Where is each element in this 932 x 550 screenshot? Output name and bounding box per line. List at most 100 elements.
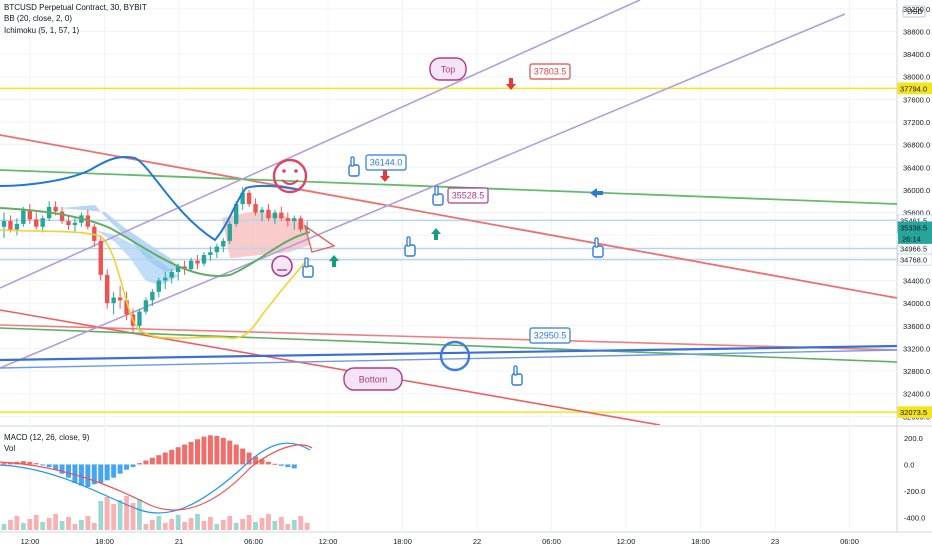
callout-box [529, 63, 571, 80]
price-label-text: 35338.5 [900, 223, 927, 232]
candle-body [1, 221, 7, 227]
vol-indicator-label: Vol [4, 444, 16, 453]
candle-body [195, 260, 200, 264]
candle-body [34, 219, 39, 227]
callout-32950-5: 32950.5 [529, 327, 571, 344]
price-label-bg [897, 253, 932, 266]
hand-pointer-icon [432, 185, 444, 206]
hand-pointer-icon [511, 365, 523, 386]
candle-body [259, 209, 265, 213]
volume-bar [66, 517, 71, 530]
smiley-happy-icon [272, 158, 308, 194]
volume-bar [8, 520, 13, 530]
volume-bar [298, 516, 304, 530]
macd-histogram-bar [72, 464, 78, 483]
candle-body [143, 300, 149, 312]
price-label-34768.0: 34768.0 [897, 253, 932, 266]
candle-body [124, 300, 129, 315]
macd-histogram-bar [227, 440, 233, 465]
volume-bar [208, 517, 213, 530]
price-tick-label: 36400.0 [903, 163, 930, 172]
arrow-left-icon [590, 188, 603, 198]
candle-body [66, 221, 71, 226]
ichimoku-lagging-line [0, 229, 306, 339]
candle-body [214, 246, 220, 253]
hand-finger-icon [434, 185, 439, 196]
macd-histogram-bar [7, 462, 13, 465]
callout-label: Top [441, 65, 456, 75]
volume-bar [20, 523, 26, 530]
hand-finger-icon [304, 257, 309, 268]
time-tick-label: 18:00 [691, 537, 710, 546]
candle-body [272, 212, 278, 219]
volume-bar [182, 522, 187, 530]
volume-bar [137, 499, 142, 530]
price-tick-label: 33600.0 [903, 322, 930, 331]
hand-palm-icon [432, 193, 444, 206]
candle-body [98, 240, 103, 275]
macd-line [0, 442, 311, 514]
trend-lines [0, 0, 897, 425]
candle-body [163, 277, 168, 281]
macd-histogram-bar [149, 457, 155, 465]
macd-tick-label: -200.0 [904, 487, 925, 496]
macd-histogram-bar [162, 452, 168, 465]
price-tick-label: 36800.0 [903, 141, 930, 150]
volume-bar [46, 518, 52, 530]
time-axis[interactable]: 12:00 18:00 21 06:00 12:00 18:00 22 06:00 12:00 1… [21, 537, 859, 546]
macd-histogram-bar [233, 444, 239, 465]
candle-body [150, 291, 155, 301]
candle-body [21, 209, 26, 224]
volume-bar [98, 501, 104, 530]
candle-body [266, 209, 271, 219]
volume-bar [130, 503, 136, 530]
callout-box [447, 187, 489, 204]
macd-histogram-bar [143, 460, 149, 465]
price-axis[interactable]: 39200.0 38800.0 38400.0 38000.0 37600.0 37200… [897, 5, 932, 422]
volume-bar [195, 514, 200, 530]
macd-histogram-bar [85, 464, 91, 487]
macd-histogram-bar [98, 464, 104, 483]
candle-body [234, 204, 239, 224]
price-tick-label: 36000.0 [903, 186, 930, 195]
price-tick-label: 35600.0 [903, 209, 930, 218]
candle-body [253, 204, 258, 213]
candle-body [117, 297, 123, 301]
countdown-text: 26:14 [902, 234, 921, 243]
macd-axis[interactable]: 200.0 0.0 -200.0 -400.0 [904, 434, 925, 522]
bb-basis [0, 207, 311, 277]
arrow-down-icon [380, 170, 390, 182]
callout-box [365, 154, 407, 171]
macd-histogram-bar [40, 464, 46, 466]
candle-body [111, 297, 116, 304]
price-label-text: 34768.0 [900, 256, 927, 265]
macd-histogram-bar [169, 449, 175, 465]
macd-histogram-bar [207, 435, 213, 465]
callout-label: 35528.5 [452, 191, 485, 201]
hand-pointer-icon [302, 257, 314, 278]
macd-histogram-bar [27, 461, 33, 465]
macd-histogram-bar [188, 441, 194, 465]
volume-bar [291, 520, 297, 530]
blue-trendline [0, 344, 897, 362]
smiley-confused-icon [439, 340, 471, 372]
price-label-35338.5: 35338.5 [897, 221, 932, 234]
candle-body [221, 240, 226, 247]
macd-histogram-bar [46, 464, 52, 468]
purple-channel-upper [0, 0, 641, 289]
callout-35528-5: 35528.5 [447, 187, 489, 204]
macd-histogram-bar [53, 464, 59, 470]
symbol-title: BTCUSD Perpetual Contract, 30, BYBIT [4, 3, 147, 12]
red-trendline-lower [0, 309, 661, 425]
volume-bar [233, 523, 239, 530]
time-tick-label: 21 [175, 537, 183, 546]
volume-bar [59, 521, 65, 530]
macd-histogram-bar [104, 464, 110, 481]
macd-histogram-bar [201, 436, 207, 465]
green-trendline-lower [0, 327, 897, 363]
ichimoku-cloud-blue-low [95, 230, 178, 286]
macd-histogram-bar [175, 447, 181, 465]
macd-histogram-bar [130, 464, 136, 468]
time-tick-label: 06:00 [244, 537, 263, 546]
